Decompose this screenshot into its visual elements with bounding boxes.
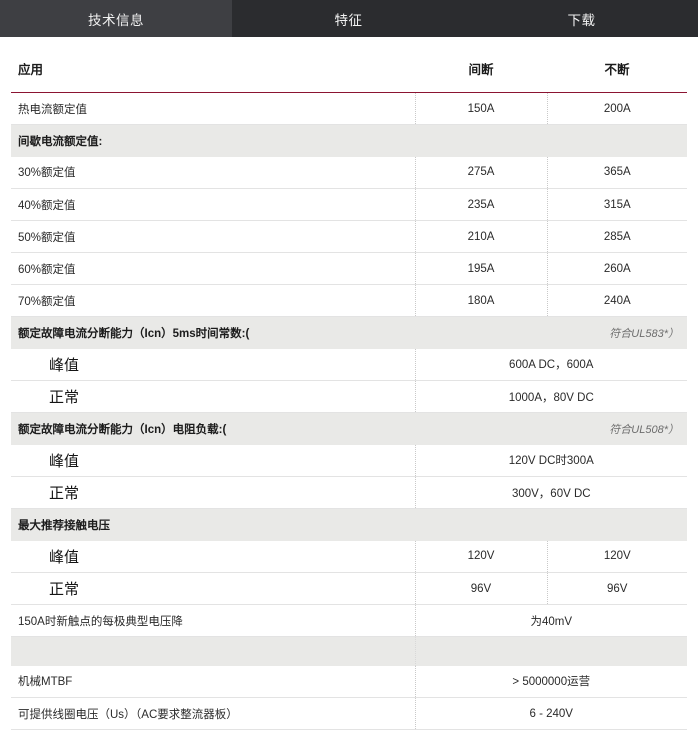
row-label: 峰值 [11,348,415,381]
row-value-continuous: 315A [546,188,687,221]
table-row: 正常 300V，60V DC [11,476,687,509]
row-value: 为40mV [414,604,687,637]
row-value-intermittent: 120V [414,540,547,573]
table-row: 机械MTBF > 5000000运营 [11,665,687,698]
table-row: 正常 96V 96V [11,572,687,605]
row-value-intermittent: 195A [414,252,547,285]
tab-bar: 技术信息 特征 下载 [0,0,698,37]
table-section-row: 间歇电流额定值: [11,124,687,157]
table-row: 150A时新触点的每极典型电压降 为40mV [11,604,687,637]
row-value-intermittent: 235A [414,188,547,221]
row-value-continuous: 260A [546,252,687,285]
row-value-continuous: 285A [546,220,687,253]
spacer-cell [414,636,547,666]
table-row: 60%额定值 195A 260A [11,252,687,285]
tab-label: 技术信息 [88,12,144,28]
row-value-intermittent: 275A [414,156,547,189]
table-row: 50%额定值 210A 285A [11,220,687,253]
row-label: 峰值 [11,540,415,573]
table-row: 可提供线圈电压（Us）（AC要求整流器板） 6 - 240V [11,697,687,730]
table-row: 峰值 120V DC时300A [11,444,687,477]
row-value-intermittent: 180A [414,284,547,317]
row-value-continuous: 240A [546,284,687,317]
row-value: 6 - 240V [414,697,687,730]
row-value: 1000A，80V DC [414,380,687,413]
tab-technical-info[interactable]: 技术信息 [0,0,232,37]
row-value: > 5000000运营 [414,665,687,698]
row-label: 50%额定值 [11,220,415,253]
row-label: 正常 [11,572,415,605]
row-value: 120V DC时300A [414,444,687,477]
table-row: 40%额定值 235A 315A [11,188,687,221]
spec-table-container: 应用 间断 不断 热电流额定值 150A 200A 间歇电流额定值: 30%额定值 275… [0,37,698,730]
table-row: 30%额定值 275A 365A [11,156,687,189]
section-note: 符合UL508*） [415,412,687,445]
row-label: 机械MTBF [11,665,415,698]
table-header: 应用 间断 不断 [11,37,687,93]
column-header-intermittent: 间断 [415,37,547,93]
table-spacer-row [11,636,687,666]
specification-table: 应用 间断 不断 热电流额定值 150A 200A 间歇电流额定值: 30%额定值 275… [11,37,687,730]
table-section-row: 最大推荐接触电压 [11,508,687,541]
row-label: 70%额定值 [11,284,415,317]
section-title: 间歇电流额定值: [11,124,415,157]
table-body: 热电流额定值 150A 200A 间歇电流额定值: 30%额定值 275A 365A 40%额… [11,92,687,730]
row-value: 300V，60V DC [414,476,687,509]
column-header-continuous: 不断 [547,37,687,93]
row-value-intermittent: 150A [414,92,547,125]
row-label: 60%额定值 [11,252,415,285]
tab-downloads[interactable]: 下载 [465,0,698,37]
row-label: 正常 [11,476,415,509]
section-title: 最大推荐接触电压 [11,508,415,541]
section-note: 符合UL583*） [415,316,687,349]
tab-label: 下载 [567,12,596,28]
tab-label: 特征 [334,12,363,28]
table-row: 热电流额定值 150A 200A [11,92,687,125]
column-header-application: 应用 [11,37,415,93]
row-value-continuous: 96V [546,572,687,605]
table-section-row: 额定故障电流分断能力（Icn）电阻负载:(符合UL508*） [11,412,687,445]
row-value-continuous: 365A [546,156,687,189]
spacer-cell [11,636,415,666]
row-value-intermittent: 96V [414,572,547,605]
row-value: 600A DC，600A [414,348,687,381]
table-row: 正常 1000A，80V DC [11,380,687,413]
spacer-cell [547,636,687,666]
section-title: 额定故障电流分断能力（Icn）5ms时间常数:( [11,316,415,349]
row-label: 150A时新触点的每极典型电压降 [11,604,415,637]
table-section-row: 额定故障电流分断能力（Icn）5ms时间常数:(符合UL583*） [11,316,687,349]
section-title: 额定故障电流分断能力（Icn）电阻负载:( [11,412,415,445]
table-row: 峰值 600A DC，600A [11,348,687,381]
tab-features[interactable]: 特征 [232,0,465,37]
row-value-continuous: 120V [546,540,687,573]
row-label: 正常 [11,380,415,413]
row-label: 可提供线圈电压（Us）（AC要求整流器板） [11,697,415,730]
row-label: 热电流额定值 [11,92,415,125]
row-value-continuous: 200A [546,92,687,125]
table-row: 70%额定值 180A 240A [11,284,687,317]
row-label: 30%额定值 [11,156,415,189]
row-value-intermittent: 210A [414,220,547,253]
table-header-row: 应用 间断 不断 [11,37,687,93]
row-label: 峰值 [11,444,415,477]
section-note [415,124,687,157]
row-label: 40%额定值 [11,188,415,221]
section-note [415,508,687,541]
table-row: 峰值 120V 120V [11,540,687,573]
